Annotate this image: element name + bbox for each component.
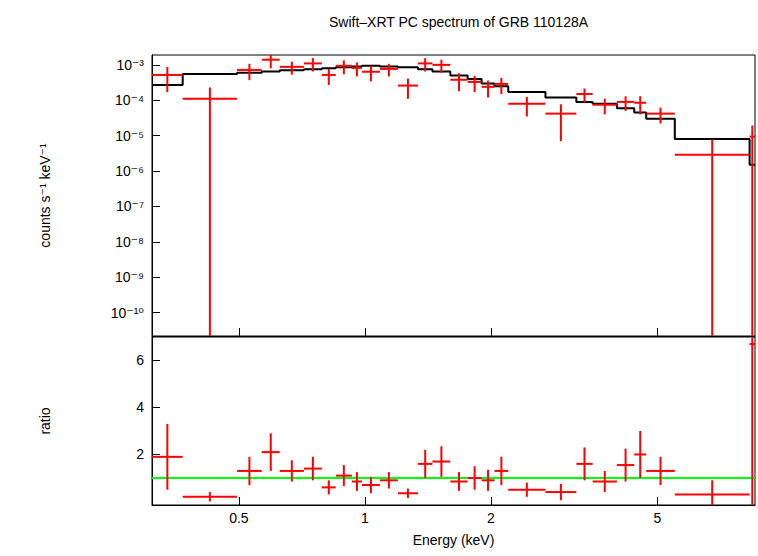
svg-text:10⁻³: 10⁻³ [116,57,144,73]
svg-text:10⁻¹⁰: 10⁻¹⁰ [111,305,145,321]
svg-text:10⁻⁷: 10⁻⁷ [116,198,144,214]
svg-text:10⁻⁶: 10⁻⁶ [115,163,144,179]
svg-text:6: 6 [136,352,144,368]
svg-text:4: 4 [136,399,144,415]
svg-text:10⁻⁴: 10⁻⁴ [115,92,144,108]
svg-text:10⁻⁵: 10⁻⁵ [115,128,144,144]
svg-text:ratio: ratio [37,407,53,434]
svg-text:2: 2 [487,510,495,526]
svg-text:2: 2 [136,446,144,462]
svg-text:counts s⁻¹ keV⁻¹: counts s⁻¹ keV⁻¹ [37,143,53,248]
svg-text:10⁻⁹: 10⁻⁹ [115,269,144,285]
svg-text:5: 5 [654,510,662,526]
svg-text:1: 1 [361,510,369,526]
svg-text:Swift–XRT PC spectrum of GRB 1: Swift–XRT PC spectrum of GRB 110128A [329,14,589,30]
svg-text:10⁻⁸: 10⁻⁸ [115,234,144,250]
svg-text:Energy (keV): Energy (keV) [413,532,495,548]
svg-text:0.5: 0.5 [229,510,249,526]
